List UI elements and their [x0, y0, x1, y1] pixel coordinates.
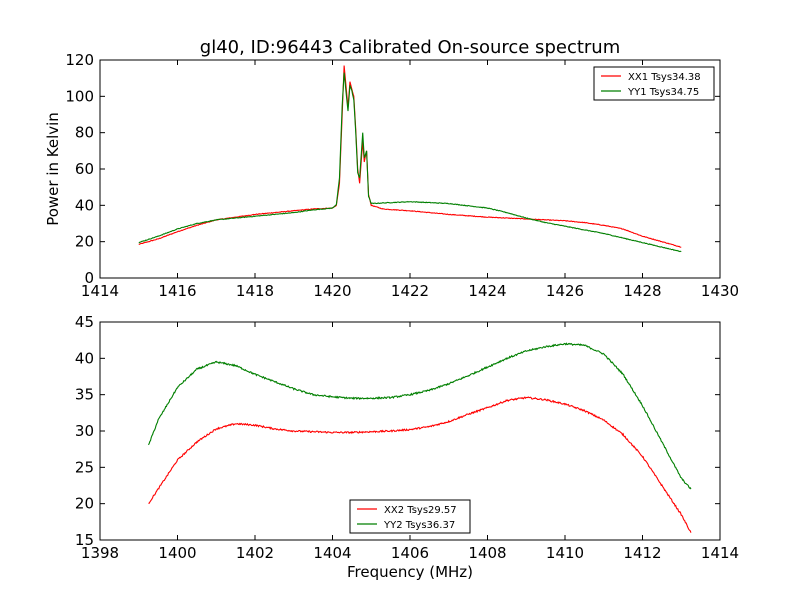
y-tick-label: 80: [75, 124, 94, 142]
legend-label: YY2 Tsys36.37: [383, 520, 455, 531]
y-tick-label: 45: [75, 313, 94, 331]
x-tick-label: 1414: [81, 282, 119, 300]
x-tick-label: 1408: [468, 544, 506, 562]
x-tick-label: 1400: [158, 544, 196, 562]
y-tick-label: 30: [75, 422, 94, 440]
y-tick-label: 100: [65, 87, 94, 105]
y-tick-label: 40: [75, 349, 94, 367]
x-tick-label: 1424: [468, 282, 506, 300]
chart-title: gl40, ID:96443 Calibrated On-source spec…: [200, 37, 620, 58]
x-tick-label: 1398: [81, 544, 119, 562]
x-tick-label: 1428: [623, 282, 661, 300]
series-line-top-0: [138, 65, 682, 248]
y-tick-label: 25: [75, 458, 94, 476]
x-tick-label: 1418: [236, 282, 274, 300]
legend-label: XX1 Tsys34.38: [628, 72, 701, 83]
y-tick-label: 120: [65, 51, 94, 69]
bottom-x-axis-label: Frequency (MHz): [347, 563, 473, 581]
series-line-top-1: [138, 72, 682, 253]
x-tick-label: 1420: [313, 282, 351, 300]
y-tick-label: 40: [75, 196, 94, 214]
x-tick-label: 1416: [158, 282, 196, 300]
x-tick-label: 1426: [546, 282, 584, 300]
y-tick-label: 35: [75, 386, 94, 404]
legend-label: YY1 Tsys34.75: [627, 87, 699, 98]
legend-box: [593, 66, 715, 101]
x-tick-label: 1430: [701, 282, 739, 300]
x-tick-label: 1422: [391, 282, 429, 300]
top-y-axis-label: Power in Kelvin: [44, 112, 62, 226]
series-line-bottom-0: [148, 396, 692, 533]
y-tick-label: 0: [84, 269, 94, 287]
x-tick-label: 1412: [623, 544, 661, 562]
x-tick-label: 1402: [236, 544, 274, 562]
y-tick-label: 60: [75, 160, 94, 178]
legend-box: [349, 499, 471, 534]
x-tick-label: 1404: [313, 544, 351, 562]
bottom-panel: Frequency (MHz) 1398 1400 1402 1404 1406 1408…: [75, 313, 739, 581]
top-panel: Power in Kelvin 1414 1416 1418 1420 1422 1424…: [44, 51, 739, 300]
y-tick-label: 15: [75, 531, 94, 549]
x-tick-label: 1406: [391, 544, 429, 562]
x-tick-label: 1414: [701, 544, 739, 562]
legend: XX2 Tsys29.57 YY2 Tsys36.37: [349, 499, 471, 534]
legend-label: XX2 Tsys29.57: [384, 505, 457, 516]
y-tick-label: 20: [75, 233, 94, 251]
legend: XX1 Tsys34.38 YY1 Tsys34.75: [593, 66, 715, 101]
y-tick-label: 20: [75, 495, 94, 513]
series-line-bottom-1: [147, 342, 692, 490]
x-tick-label: 1410: [546, 544, 584, 562]
